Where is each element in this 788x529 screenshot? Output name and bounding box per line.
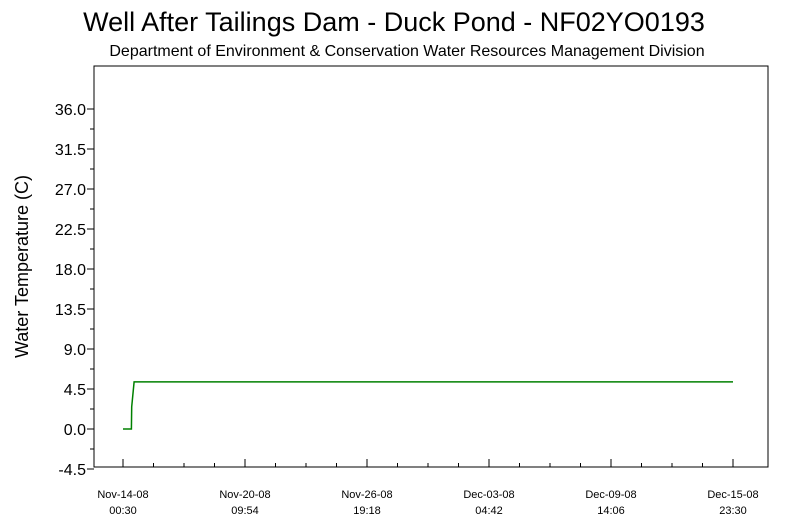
y-tick-label: 36.0 (55, 102, 86, 119)
plot-frame (93, 65, 769, 468)
temperature-series-line (123, 381, 733, 430)
y-tick-label: 9.0 (64, 342, 86, 359)
y-tick-label: 18.0 (55, 262, 86, 279)
y-tick-label: 4.5 (64, 382, 86, 399)
x-tick-label-time: 00:30 (109, 505, 137, 517)
y-tick-label: 27.0 (55, 182, 86, 199)
x-tick-label-time: 23:30 (719, 505, 747, 517)
y-tick-label: 13.5 (55, 302, 86, 319)
x-tick-label-date: Nov-14-08 (97, 489, 148, 501)
y-tick-label: 0.0 (64, 422, 86, 439)
x-tick-label-time: 09:54 (231, 505, 259, 517)
x-tick-label-date: Dec-09-08 (585, 489, 636, 501)
x-tick-label-time: 19:18 (353, 505, 381, 517)
chart-subtitle: Department of Environment & Conservation… (109, 43, 705, 60)
y-tick-label: -4.5 (58, 462, 86, 479)
x-tick-label-time: 14:06 (597, 505, 625, 517)
y-tick-label: 31.5 (55, 142, 86, 159)
chart-title: Well After Tailings Dam - Duck Pond - NF… (83, 7, 705, 37)
x-tick-label-date: Nov-20-08 (219, 489, 270, 501)
x-tick-label-date: Nov-26-08 (341, 489, 392, 501)
y-axis-label: Water Temperature (C) (12, 175, 32, 358)
x-tick-label-time: 04:42 (475, 505, 503, 517)
x-tick-label-date: Dec-03-08 (463, 489, 514, 501)
x-tick-label-date: Dec-15-08 (707, 489, 758, 501)
y-tick-label: 22.5 (55, 222, 86, 239)
